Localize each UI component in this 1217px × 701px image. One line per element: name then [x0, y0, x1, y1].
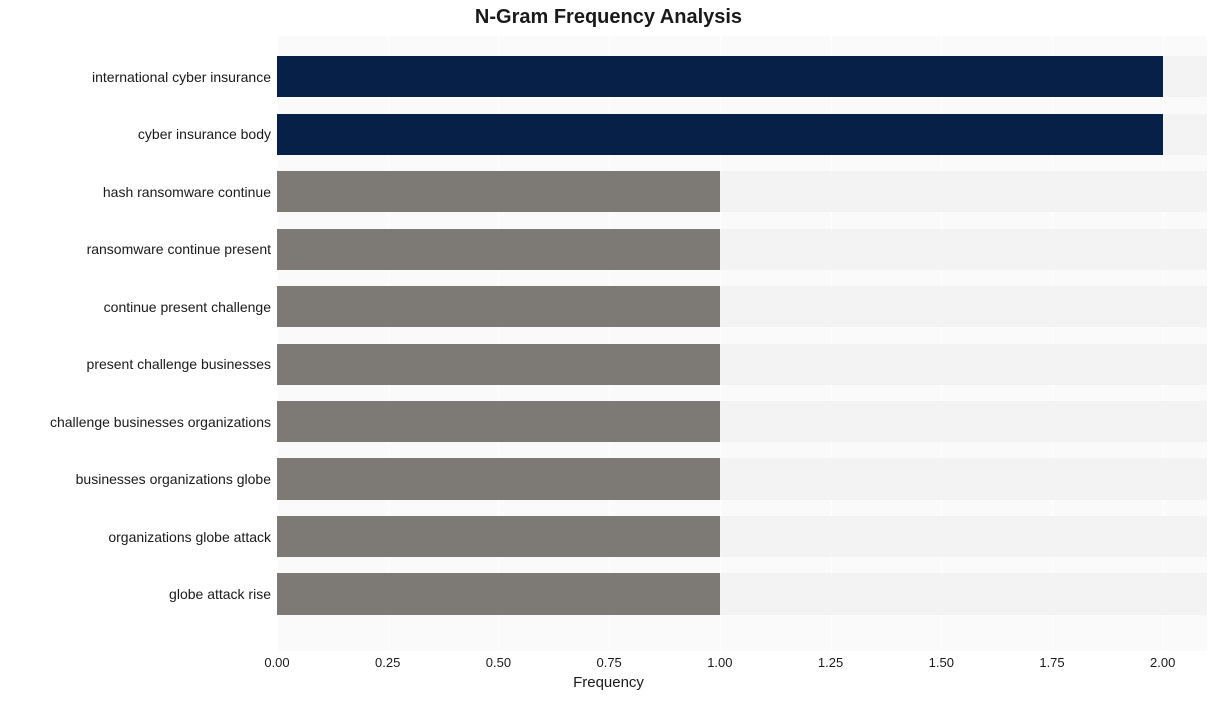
bar	[277, 56, 1163, 97]
x-tick-label: 1.50	[929, 655, 954, 670]
y-tick-label: present challenge businesses	[87, 356, 271, 372]
x-tick-label: 0.75	[596, 655, 621, 670]
x-tick-label: 0.00	[264, 655, 289, 670]
plot-area	[277, 36, 1207, 651]
chart-title: N-Gram Frequency Analysis	[0, 6, 1217, 29]
bar	[277, 516, 720, 557]
y-tick-label: globe attack rise	[169, 586, 271, 602]
bar	[277, 286, 720, 327]
bar	[277, 229, 720, 270]
y-tick-label: continue present challenge	[104, 299, 271, 315]
y-tick-label: ransomware continue present	[87, 241, 271, 257]
bar	[277, 573, 720, 614]
y-tick-label: challenge businesses organizations	[50, 414, 271, 430]
x-tick-label: 1.25	[818, 655, 843, 670]
y-tick-label: international cyber insurance	[92, 69, 271, 85]
y-tick-label: organizations globe attack	[108, 529, 271, 545]
ngram-frequency-chart: N-Gram Frequency Analysis Frequency inte…	[0, 0, 1217, 701]
x-tick-label: 2.00	[1150, 655, 1175, 670]
bar	[277, 114, 1163, 155]
y-tick-label: hash ransomware continue	[103, 184, 271, 200]
y-tick-label: cyber insurance body	[138, 126, 271, 142]
bar	[277, 458, 720, 499]
x-tick-label: 1.00	[707, 655, 732, 670]
x-axis-label: Frequency	[0, 674, 1217, 691]
y-tick-label: businesses organizations globe	[76, 471, 271, 487]
bar	[277, 344, 720, 385]
bar	[277, 401, 720, 442]
x-tick-label: 0.25	[375, 655, 400, 670]
x-tick-label: 0.50	[486, 655, 511, 670]
x-tick-label: 1.75	[1039, 655, 1064, 670]
bar	[277, 171, 720, 212]
